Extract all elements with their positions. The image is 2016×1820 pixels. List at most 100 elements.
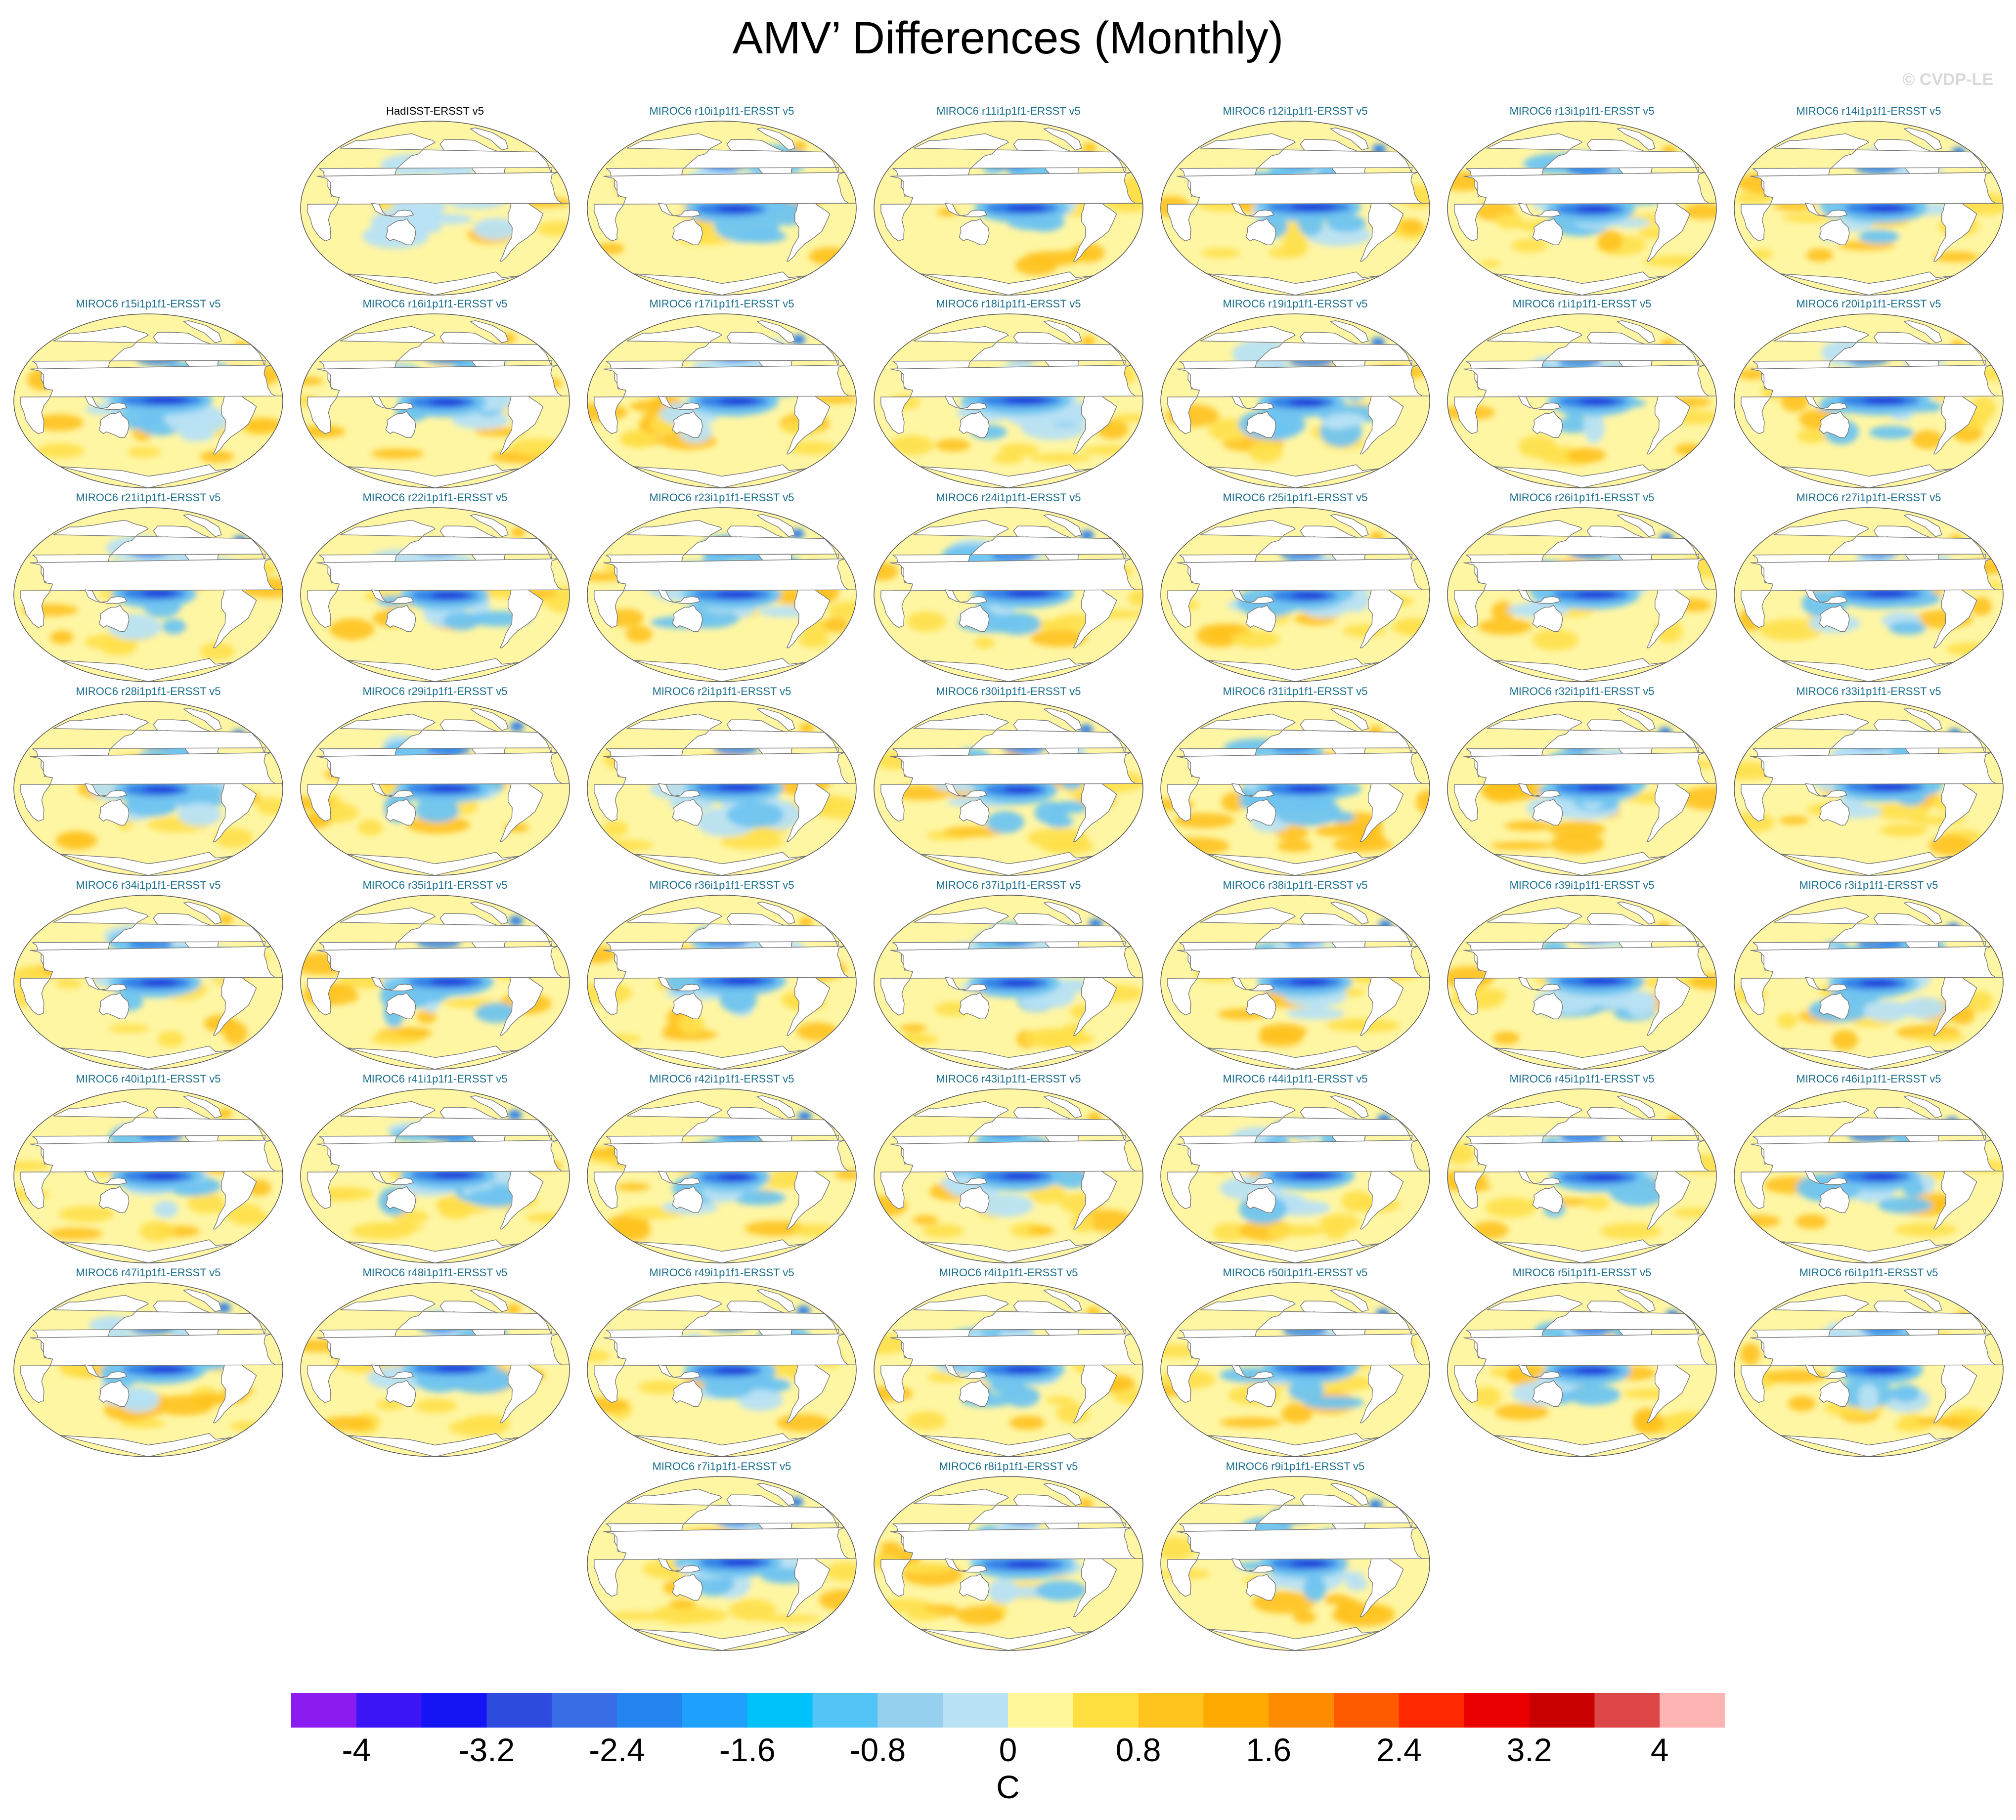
panel-title: HadISST-ERSST v5	[386, 105, 484, 117]
world-map	[300, 1282, 570, 1457]
panel-title: MIROC6 r28i1p1f1-ERSST v5	[76, 685, 221, 697]
map-panel: MIROC6 r36i1p1f1-ERSST v5	[583, 878, 860, 1071]
world-map	[874, 1282, 1143, 1457]
panel-title: MIROC6 r6i1p1f1-ERSST v5	[1799, 1266, 1938, 1279]
colorbar-tick-label: -1.6	[719, 1732, 776, 1768]
panel-title: MIROC6 r45i1p1f1-ERSST v5	[1509, 1073, 1655, 1085]
colorbar-swatch	[486, 1693, 552, 1728]
world-map	[587, 701, 857, 876]
panel-title: MIROC6 r10i1p1f1-ERSST v5	[649, 105, 794, 117]
world-map	[874, 121, 1143, 296]
colorbar-tick-label: 4	[1650, 1732, 1669, 1768]
world-map	[1160, 121, 1430, 296]
panel-title: MIROC6 r36i1p1f1-ERSST v5	[649, 879, 794, 891]
world-map	[874, 1088, 1143, 1263]
panel-title: MIROC6 r32i1p1f1-ERSST v5	[1509, 685, 1655, 697]
world-map	[587, 895, 857, 1070]
panel-title: MIROC6 r13i1p1f1-ERSST v5	[1509, 105, 1655, 117]
panel-title: MIROC6 r39i1p1f1-ERSST v5	[1509, 879, 1655, 891]
map-panel: MIROC6 r37i1p1f1-ERSST v5	[870, 878, 1147, 1071]
map-panel: MIROC6 r12i1p1f1-ERSST v5	[1157, 104, 1434, 297]
panel-title: MIROC6 r5i1p1f1-ERSST v5	[1512, 1266, 1652, 1279]
map-panel: MIROC6 r40i1p1f1-ERSST v5	[10, 1072, 287, 1264]
world-map	[1447, 507, 1717, 682]
map-panel: MIROC6 r30i1p1f1-ERSST v5	[870, 684, 1147, 877]
colorbar-swatch	[877, 1693, 943, 1728]
map-panel: HadISST-ERSST v5	[297, 104, 573, 297]
world-map	[1447, 701, 1717, 876]
panel-title: MIROC6 r2i1p1f1-ERSST v5	[652, 685, 791, 697]
map-panel: MIROC6 r42i1p1f1-ERSST v5	[583, 1072, 860, 1264]
map-panel: MIROC6 r48i1p1f1-ERSST v5	[297, 1265, 573, 1458]
panel-title: MIROC6 r31i1p1f1-ERSST v5	[1223, 685, 1368, 697]
map-panel: MIROC6 r17i1p1f1-ERSST v5	[583, 297, 860, 489]
colorbar-swatch	[943, 1693, 1008, 1728]
panel-title: MIROC6 r16i1p1f1-ERSST v5	[362, 298, 508, 310]
map-panel: MIROC6 r46i1p1f1-ERSST v5	[1730, 1072, 2007, 1264]
panel-title: MIROC6 r14i1p1f1-ERSST v5	[1796, 105, 1941, 117]
colorbar-swatch	[421, 1693, 487, 1728]
colorbar-tick-label: 1.6	[1246, 1732, 1292, 1768]
panel-title: MIROC6 r47i1p1f1-ERSST v5	[76, 1266, 221, 1279]
map-panel: MIROC6 r34i1p1f1-ERSST v5	[10, 878, 287, 1071]
map-panel: MIROC6 r43i1p1f1-ERSST v5	[870, 1072, 1147, 1264]
map-panel: MIROC6 r23i1p1f1-ERSST v5	[583, 490, 860, 683]
map-panel: MIROC6 r1i1p1f1-ERSST v5	[1444, 297, 1720, 489]
panel-title: MIROC6 r43i1p1f1-ERSST v5	[936, 1073, 1081, 1085]
colorbar-tick-label: -4	[342, 1732, 371, 1768]
world-map	[300, 1088, 570, 1263]
map-panel: MIROC6 r35i1p1f1-ERSST v5	[297, 878, 573, 1071]
world-map	[1447, 895, 1717, 1070]
colorbar-swatch	[1594, 1693, 1660, 1728]
map-panel: MIROC6 r18i1p1f1-ERSST v5	[870, 297, 1147, 489]
world-map	[1447, 1088, 1717, 1263]
world-map	[874, 507, 1143, 682]
panel-title: MIROC6 r17i1p1f1-ERSST v5	[649, 298, 794, 310]
map-panel: MIROC6 r11i1p1f1-ERSST v5	[870, 104, 1147, 297]
map-panel: MIROC6 r8i1p1f1-ERSST v5	[870, 1459, 1147, 1652]
map-panel: MIROC6 r45i1p1f1-ERSST v5	[1444, 1072, 1720, 1264]
map-panel: MIROC6 r4i1p1f1-ERSST v5	[870, 1265, 1147, 1458]
colorbar-swatch	[1138, 1693, 1204, 1728]
map-panel: MIROC6 r28i1p1f1-ERSST v5	[10, 684, 287, 877]
world-map	[587, 313, 857, 488]
world-map	[587, 507, 857, 682]
map-panel: MIROC6 r21i1p1f1-ERSST v5	[10, 490, 287, 683]
panel-title: MIROC6 r8i1p1f1-ERSST v5	[939, 1460, 1078, 1473]
colorbar-swatch	[356, 1693, 422, 1728]
world-map	[874, 313, 1143, 488]
colorbar-tick-label: 3.2	[1506, 1732, 1552, 1768]
colorbar-tick-label: 0.8	[1115, 1732, 1161, 1768]
map-panel: MIROC6 r2i1p1f1-ERSST v5	[583, 684, 860, 877]
world-map	[1447, 313, 1717, 488]
world-map	[1447, 1282, 1717, 1457]
panel-title: MIROC6 r15i1p1f1-ERSST v5	[76, 298, 221, 310]
world-map	[1160, 313, 1430, 488]
colorbar-tick-label: -2.4	[589, 1732, 645, 1768]
colorbar	[291, 1693, 1725, 1728]
world-map	[587, 1088, 857, 1263]
world-map	[1734, 701, 2004, 876]
world-map	[13, 313, 283, 488]
world-map	[1734, 895, 2004, 1070]
world-map	[1734, 1088, 2004, 1263]
map-panel: MIROC6 r6i1p1f1-ERSST v5	[1730, 1265, 2007, 1458]
panel-title: MIROC6 r25i1p1f1-ERSST v5	[1223, 491, 1368, 504]
map-panel: MIROC6 r26i1p1f1-ERSST v5	[1444, 490, 1720, 683]
map-panel: MIROC6 r9i1p1f1-ERSST v5	[1157, 1459, 1434, 1652]
world-map	[300, 895, 570, 1070]
colorbar-swatch	[1203, 1693, 1269, 1728]
map-panel: MIROC6 r5i1p1f1-ERSST v5	[1444, 1265, 1720, 1458]
panel-title: MIROC6 r9i1p1f1-ERSST v5	[1226, 1460, 1365, 1473]
panel-title: MIROC6 r29i1p1f1-ERSST v5	[362, 685, 508, 697]
world-map	[1160, 1088, 1430, 1263]
panel-title: MIROC6 r50i1p1f1-ERSST v5	[1223, 1266, 1368, 1279]
figure-title: AMV’ Differences (Monthly)	[732, 13, 1284, 63]
colorbar-tick-label: 2.4	[1376, 1732, 1422, 1768]
map-panel: MIROC6 r50i1p1f1-ERSST v5	[1157, 1265, 1434, 1458]
colorbar-swatch	[747, 1693, 813, 1728]
map-panel: MIROC6 r47i1p1f1-ERSST v5	[10, 1265, 287, 1458]
world-map	[300, 121, 570, 296]
colorbar-units: C	[996, 1769, 1020, 1805]
map-panel: MIROC6 r38i1p1f1-ERSST v5	[1157, 878, 1434, 1071]
